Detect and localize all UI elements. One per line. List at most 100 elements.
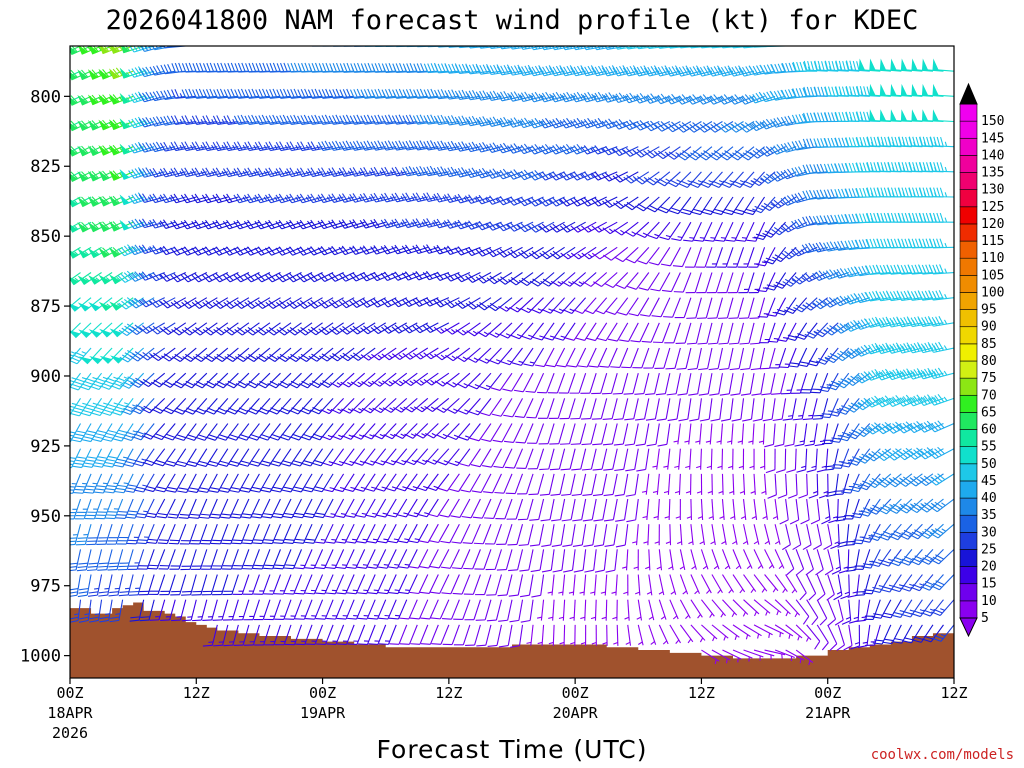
wind-barb — [690, 624, 706, 643]
wind-barb — [70, 348, 71, 349]
colorbar-label: 50 — [981, 457, 997, 472]
wind-barb — [601, 373, 618, 395]
wind-barb — [675, 499, 681, 521]
wind-barb — [310, 397, 334, 415]
wind-barb — [95, 498, 113, 520]
wind-barb — [428, 498, 450, 518]
colorbar-swatch — [959, 155, 978, 173]
wind-barb — [258, 46, 281, 47]
wind-barb — [158, 549, 176, 570]
wind-barb — [833, 574, 843, 601]
wind-barb — [475, 574, 492, 596]
colorbar-swatch — [959, 394, 978, 413]
credit-label: coolwx.com/models — [871, 747, 1014, 763]
x-tick-label: 12Z — [183, 684, 210, 702]
wind-barb — [70, 473, 71, 476]
wind-barb — [506, 498, 524, 520]
wind-barb — [120, 46, 144, 54]
wind-barb — [636, 599, 643, 621]
wind-barb — [119, 194, 144, 206]
wind-barb — [405, 448, 429, 466]
wind-barb — [70, 46, 71, 47]
wind-barb — [550, 473, 566, 496]
wind-barb — [119, 67, 144, 79]
wind-barb — [140, 397, 166, 414]
wind-barb — [774, 524, 781, 545]
wind-barb — [652, 473, 660, 495]
colorbar-label: 20 — [981, 560, 997, 575]
wind-barb — [320, 397, 345, 415]
colorbar-label: 115 — [981, 234, 1004, 249]
wind-barb — [739, 322, 755, 345]
wind-barb — [580, 599, 587, 621]
wind-barb — [288, 372, 313, 389]
wind-barb — [200, 524, 218, 545]
wind-barb — [180, 246, 208, 256]
wind-barb — [731, 171, 755, 188]
wind-barb — [774, 624, 794, 639]
wind-barb — [561, 473, 576, 496]
wind-barb — [419, 549, 439, 569]
wind-barb — [418, 523, 439, 544]
wind-barb — [117, 549, 134, 571]
wind-barb — [831, 46, 839, 47]
wind-barb — [624, 398, 639, 421]
wind-barb — [763, 46, 786, 48]
wind-barb — [191, 141, 218, 152]
wind-barb — [552, 297, 576, 314]
wind-barb — [387, 549, 408, 569]
wind-barb — [164, 448, 187, 467]
wind-barb — [231, 523, 250, 545]
wind-barb — [146, 523, 166, 544]
wind-barb — [581, 423, 597, 446]
wind-barb — [816, 599, 828, 626]
wind-barb — [246, 372, 271, 389]
wind-barb — [160, 322, 187, 335]
wind-barb — [70, 246, 92, 259]
colorbar-label: 140 — [981, 148, 1004, 163]
wind-barb — [227, 46, 249, 47]
wind-barb — [753, 524, 760, 545]
wind-barb — [142, 448, 166, 466]
wind-barb — [150, 347, 176, 362]
wind-barb — [500, 347, 523, 366]
wind-barb — [695, 423, 702, 445]
wind-barb — [475, 599, 492, 621]
y-tick-label: 1000 — [20, 647, 61, 667]
wind-barb — [404, 423, 429, 439]
wind-barb — [732, 549, 742, 570]
wind-barb — [139, 599, 155, 622]
wind-barb — [874, 46, 881, 47]
y-tick-label: 850 — [30, 227, 61, 247]
wind-barb — [635, 574, 641, 596]
wind-barb — [243, 246, 271, 256]
wind-barb — [815, 549, 824, 576]
wind-barb — [464, 599, 481, 621]
wind-barb — [70, 549, 82, 572]
wind-barb — [377, 523, 397, 544]
wind-barb — [806, 448, 818, 473]
wind-barb — [109, 322, 134, 338]
wind-barb — [510, 624, 524, 648]
colorbar-swatch — [959, 120, 978, 139]
wind-barb — [70, 322, 92, 339]
wind-barb — [795, 574, 807, 601]
wind-barb — [187, 473, 208, 493]
wind-barb — [244, 114, 271, 125]
wind-barb — [584, 549, 597, 573]
wind-barb — [92, 448, 113, 468]
wind-barb — [701, 196, 723, 216]
colorbar-label: 135 — [981, 166, 1004, 181]
wind-barb — [868, 523, 892, 542]
wind-barb — [733, 196, 755, 216]
wind-barb — [742, 524, 749, 545]
wind-barb — [558, 599, 566, 621]
wind-barb — [688, 524, 694, 546]
wind-barb — [622, 549, 629, 571]
wind-barb — [900, 574, 923, 592]
wind-barb — [552, 549, 566, 573]
wind-barb — [386, 498, 408, 518]
wind-barb — [778, 347, 797, 369]
colorbar-label: 35 — [981, 508, 997, 523]
wind-barb — [171, 347, 197, 362]
